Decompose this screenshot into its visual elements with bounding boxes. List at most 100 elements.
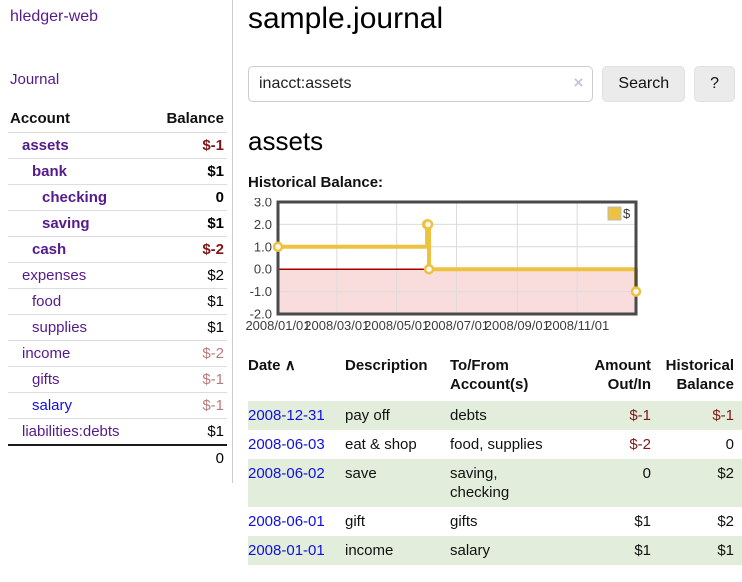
sidebar-account-saving[interactable]: saving [42, 215, 90, 232]
x-axis-tick-label: 2008/09/01 [485, 318, 550, 333]
sidebar-account-income[interactable]: income [22, 345, 71, 362]
transaction-date-cell: 2008-06-02 [248, 459, 345, 507]
x-axis-tick-label: 2008/03/01 [304, 318, 369, 333]
transaction-amount: $1 [634, 513, 651, 530]
data-point-marker[interactable] [422, 219, 434, 230]
account-balance: $-2 [202, 345, 224, 362]
sidebar-account-checking[interactable]: checking [42, 189, 108, 206]
clear-search-icon[interactable]: × [573, 73, 584, 92]
transaction-row: 2008-06-03 eat & shop food, supplies $-2 0 [248, 430, 742, 459]
transaction-date-link[interactable]: 2008-06-01 [248, 513, 325, 530]
sidebar-account-assets[interactable]: assets [22, 137, 69, 154]
transaction-row: 2008-06-02 save saving, checking 0 $2 [248, 459, 742, 507]
transaction-description: eat & shop [345, 436, 417, 453]
account-balance: $1 [207, 163, 224, 180]
chart-border [276, 200, 638, 316]
legend-label: $ [623, 206, 631, 221]
account-row: food $1 [8, 288, 227, 314]
account-balance: 0 [215, 189, 224, 206]
account-row: assets $-1 [8, 132, 227, 158]
transaction-balance: $2 [717, 513, 734, 530]
column-header-accounts: To/From Account(s) [450, 357, 529, 393]
total-balance-value: 0 [215, 450, 224, 467]
x-axis-tick-label: 2008/05/01 [364, 318, 429, 333]
main-content: sample.journal × Search ? assets Histori… [233, 0, 742, 565]
transaction-description: income [345, 542, 394, 559]
transaction-amount: $1 [634, 542, 651, 559]
legend-swatch [607, 206, 622, 221]
y-axis-tick-label: 1.0 [254, 239, 272, 254]
account-balance: $1 [207, 319, 224, 336]
transaction-row: 2008-12-31 pay off debts $-1 $-1 [248, 401, 742, 430]
transaction-date-link[interactable]: 2008-06-02 [248, 465, 325, 482]
register-table: Date ∧ Description To/From Account(s) Am… [248, 354, 742, 565]
sidebar-account-expenses[interactable]: expenses [22, 267, 87, 284]
transaction-amount: $-1 [629, 407, 651, 424]
transaction-accounts: saving, checking [450, 465, 510, 501]
search-input[interactable] [248, 66, 594, 102]
account-balance: $-1 [202, 137, 224, 154]
transaction-amount: 0 [642, 465, 651, 482]
transaction-row: 2008-01-01 income salary $1 $1 [248, 536, 742, 565]
account-balance: $-2 [202, 241, 224, 258]
account-row: expenses $2 [8, 262, 227, 288]
data-point-marker[interactable] [272, 241, 284, 253]
transaction-description: gift [345, 513, 366, 530]
column-header-balance: Historical Balance [665, 357, 734, 393]
sidebar-account-cash[interactable]: cash [32, 241, 67, 258]
page-title: sample.journal [248, 2, 444, 35]
transaction-balance: $-1 [712, 407, 734, 424]
data-point-marker[interactable] [423, 263, 435, 275]
transaction-accounts: gifts [450, 513, 478, 530]
account-column-header: Account [10, 110, 70, 127]
column-header-amount: Amount Out/In [594, 357, 651, 393]
y-axis-tick-label: -1.0 [250, 284, 272, 299]
sidebar-account-supplies[interactable]: supplies [32, 319, 88, 336]
transaction-row: 2008-06-01 gift gifts $1 $2 [248, 507, 742, 536]
transaction-accounts: debts [450, 407, 487, 424]
help-button[interactable]: ? [694, 66, 735, 102]
search-button[interactable]: Search [602, 66, 686, 102]
chart-label: Historical Balance: [248, 174, 384, 191]
account-balance: $-1 [202, 371, 224, 388]
balance-column-header: Balance [166, 110, 224, 127]
sidebar-account-food[interactable]: food [32, 293, 62, 310]
app-brand-link[interactable]: hledger-web [10, 8, 99, 25]
account-balance: $1 [207, 215, 224, 232]
sidebar-account-bank[interactable]: bank [32, 163, 68, 180]
transaction-balance: $1 [717, 542, 734, 559]
account-row: liabilities:debts $1 [8, 418, 227, 444]
account-page-title: assets [248, 126, 324, 156]
sidebar-account-gifts[interactable]: gifts [32, 371, 60, 388]
y-axis-tick-label: 3.0 [254, 198, 272, 210]
transaction-date-link[interactable]: 2008-01-01 [248, 542, 325, 559]
account-balance: $1 [207, 423, 224, 440]
account-balance: $-1 [202, 397, 224, 414]
sidebar-account-liabilities-debts[interactable]: liabilities:debts [22, 423, 120, 440]
y-axis-tick-label: 2.0 [254, 217, 272, 232]
data-point-marker[interactable] [630, 286, 642, 297]
x-axis-tick-label: 2008/11/01 [545, 318, 609, 333]
search-form: × Search ? [248, 66, 742, 102]
account-balance: $1 [207, 293, 224, 310]
account-balance: $2 [207, 267, 224, 284]
y-axis-tick-label: -2.0 [250, 307, 272, 322]
transaction-accounts: salary [450, 542, 491, 559]
sidebar-account-salary[interactable]: salary [32, 397, 73, 414]
account-row: saving $1 [8, 210, 227, 236]
historical-balance-chart[interactable]: $3.0 2.0 1.0 0.0 -1.0 -2.02008/01/012008/03/0… [241, 198, 643, 338]
account-row: income $-2 [8, 340, 227, 366]
column-header-date[interactable]: Date ∧ [248, 357, 296, 374]
transaction-date-cell: 2008-06-01 [248, 507, 345, 536]
transaction-date-link[interactable]: 2008-06-03 [248, 436, 325, 453]
sort-ascending-icon: ∧ [284, 357, 296, 374]
account-row: cash $-2 [8, 236, 227, 262]
transaction-balance: 0 [725, 436, 734, 453]
transaction-description: save [345, 465, 377, 482]
transaction-date-link[interactable]: 2008-12-31 [248, 407, 325, 424]
account-row: checking 0 [8, 184, 227, 210]
sidebar: hledger-web Journal Account Balance asse… [0, 0, 233, 483]
transaction-date-cell: 2008-06-03 [248, 430, 345, 459]
account-total-row: 0 [8, 444, 227, 471]
nav-journal-link[interactable]: Journal [10, 71, 60, 88]
